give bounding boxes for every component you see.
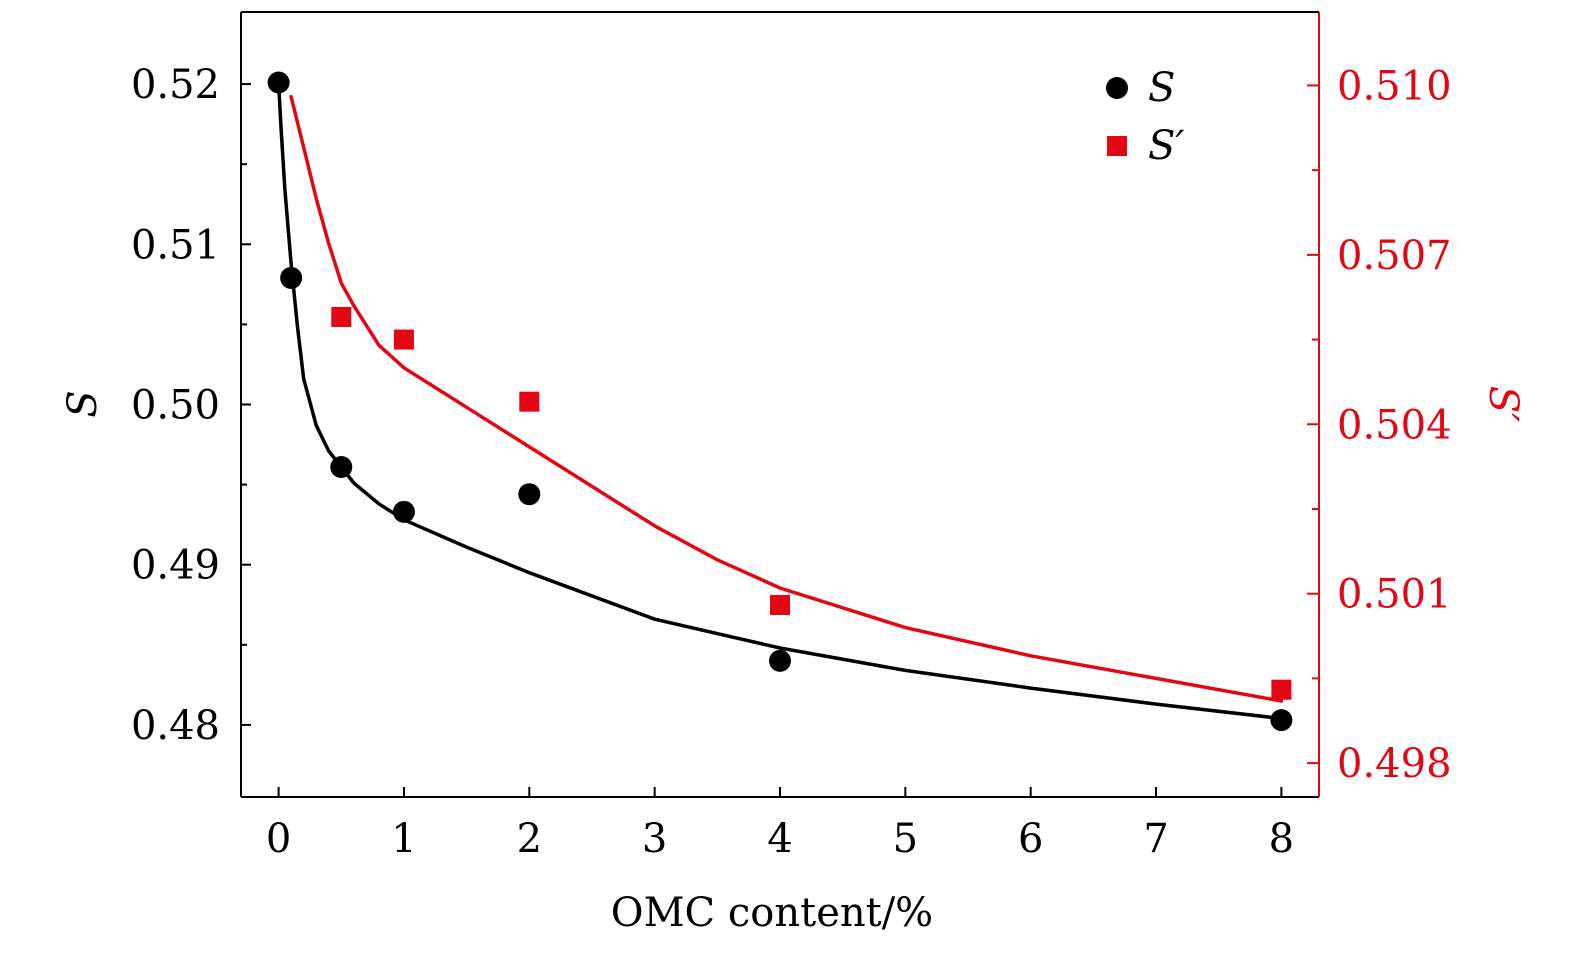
legend-label-s-prime: S′ bbox=[1148, 123, 1184, 169]
right-tick-label: 0.498 bbox=[1337, 741, 1452, 787]
data-point-s-prime bbox=[1271, 679, 1292, 700]
bottom-tick-label: 2 bbox=[517, 816, 542, 862]
data-point-s-prime bbox=[519, 391, 540, 412]
data-point-s-prime bbox=[393, 329, 414, 350]
bottom-tick-label: 4 bbox=[767, 816, 792, 862]
left-tick-label: 0.50 bbox=[131, 383, 220, 429]
left-tick-label: 0.51 bbox=[131, 222, 220, 268]
data-point-s bbox=[392, 500, 415, 523]
bottom-tick-label: 0 bbox=[266, 816, 291, 862]
data-point-s bbox=[280, 266, 303, 289]
bottom-axis-ticks: 0 1 2 3 4 5 6 7 8 bbox=[266, 787, 1294, 862]
left-tick-label: 0.49 bbox=[131, 543, 220, 589]
right-axis-title: S′ bbox=[1480, 386, 1526, 422]
right-axis-ticks: 0.498 0.501 0.504 0.507 0.510 bbox=[1307, 63, 1452, 787]
right-tick-label: 0.510 bbox=[1337, 63, 1452, 109]
data-point-s bbox=[1270, 709, 1293, 732]
data-point-s bbox=[769, 649, 791, 672]
left-axis-ticks: 0.48 0.49 0.50 0.51 0.52 bbox=[131, 62, 251, 749]
legend-marker-s-prime bbox=[1107, 136, 1127, 156]
left-axis-title: S bbox=[60, 390, 106, 417]
data-point-s bbox=[267, 71, 290, 94]
legend-label-s: S bbox=[1148, 65, 1175, 111]
bottom-tick-label: 6 bbox=[1018, 816, 1043, 862]
right-tick-label: 0.507 bbox=[1337, 233, 1452, 279]
data-point-s-prime bbox=[770, 594, 790, 615]
left-tick-label: 0.52 bbox=[131, 62, 220, 108]
right-tick-label: 0.501 bbox=[1337, 572, 1452, 618]
left-tick-label: 0.48 bbox=[131, 703, 220, 749]
bottom-tick-label: 5 bbox=[893, 816, 918, 862]
legend-marker-s bbox=[1106, 77, 1128, 99]
bottom-tick-label: 8 bbox=[1269, 816, 1294, 862]
legend: S S′ bbox=[1106, 65, 1184, 169]
fit-curve-s-prime bbox=[289, 94, 1284, 703]
data-point-s bbox=[518, 483, 541, 506]
data-points bbox=[267, 71, 1293, 732]
x-axis-title: OMC content/% bbox=[611, 890, 933, 936]
data-point-s-prime bbox=[331, 306, 352, 327]
data-point-s bbox=[330, 455, 353, 478]
bottom-tick-label: 1 bbox=[391, 816, 416, 862]
bottom-tick-label: 7 bbox=[1143, 816, 1168, 862]
bottom-tick-label: 3 bbox=[642, 816, 667, 862]
right-tick-label: 0.504 bbox=[1337, 402, 1452, 448]
